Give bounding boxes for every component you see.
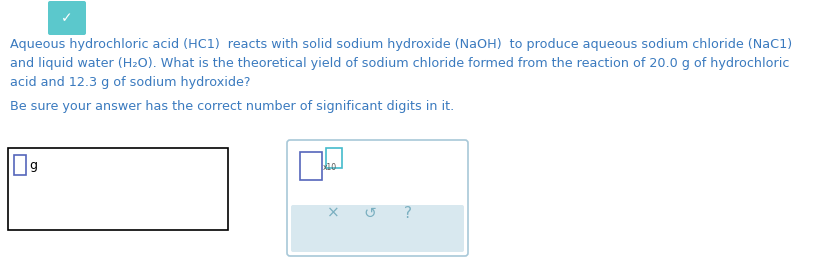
Bar xyxy=(326,148,342,168)
Text: Aqueous hydrochloric acid (HC1)  reacts with solid sodium hydroxide (NaOH)  to p: Aqueous hydrochloric acid (HC1) reacts w… xyxy=(10,38,792,51)
Text: ↺: ↺ xyxy=(364,205,376,221)
Text: and liquid water (H₂O). What is the theoretical yield of sodium chloride formed : and liquid water (H₂O). What is the theo… xyxy=(10,57,789,70)
Text: Be sure your answer has the correct number of significant digits in it.: Be sure your answer has the correct numb… xyxy=(10,100,454,113)
Text: ✓: ✓ xyxy=(61,11,73,25)
FancyBboxPatch shape xyxy=(48,1,86,35)
Bar xyxy=(14,155,26,175)
Text: g: g xyxy=(29,159,37,172)
Text: acid and 12.3 g of sodium hydroxide?: acid and 12.3 g of sodium hydroxide? xyxy=(10,76,250,89)
Text: ×: × xyxy=(326,205,339,221)
Bar xyxy=(8,148,228,230)
Text: ?: ? xyxy=(404,205,412,221)
Bar xyxy=(300,152,322,180)
FancyBboxPatch shape xyxy=(291,205,464,252)
Text: x10: x10 xyxy=(323,163,337,172)
FancyBboxPatch shape xyxy=(287,140,468,256)
